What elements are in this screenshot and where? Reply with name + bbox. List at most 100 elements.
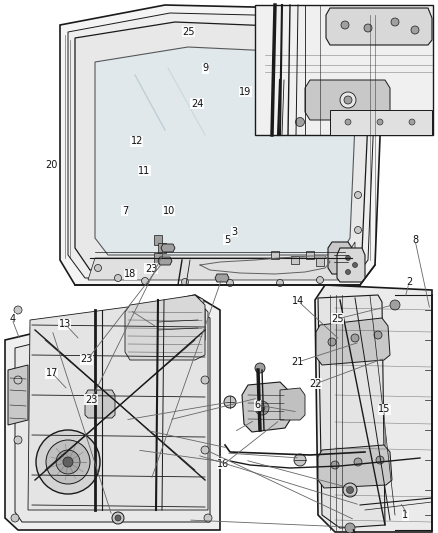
- Text: 7: 7: [122, 206, 128, 215]
- Polygon shape: [148, 302, 205, 345]
- Circle shape: [255, 363, 265, 373]
- Polygon shape: [125, 295, 205, 360]
- Bar: [306, 251, 314, 259]
- Polygon shape: [75, 22, 372, 270]
- Circle shape: [201, 446, 209, 454]
- Circle shape: [46, 440, 90, 484]
- Polygon shape: [215, 274, 229, 282]
- Circle shape: [226, 279, 233, 287]
- Circle shape: [391, 18, 399, 26]
- Bar: [271, 251, 279, 259]
- Text: 6: 6: [254, 400, 261, 410]
- Circle shape: [354, 227, 361, 233]
- Polygon shape: [158, 257, 172, 265]
- Text: 15: 15: [378, 405, 391, 414]
- Circle shape: [11, 514, 19, 522]
- Polygon shape: [95, 47, 358, 255]
- Text: 8: 8: [412, 235, 418, 245]
- Text: 14: 14: [292, 296, 304, 306]
- Circle shape: [354, 191, 361, 198]
- Text: 3: 3: [231, 227, 237, 237]
- Circle shape: [170, 320, 180, 330]
- Bar: [291, 256, 299, 264]
- Polygon shape: [161, 244, 175, 252]
- Text: 2: 2: [406, 278, 413, 287]
- Polygon shape: [60, 5, 385, 285]
- Circle shape: [352, 254, 358, 262]
- Polygon shape: [337, 248, 365, 282]
- Text: 18: 18: [124, 270, 137, 279]
- Circle shape: [354, 458, 362, 466]
- Text: 22: 22: [309, 379, 321, 389]
- Circle shape: [141, 278, 148, 285]
- Text: 25: 25: [331, 314, 343, 324]
- Bar: [316, 258, 324, 266]
- Circle shape: [36, 430, 100, 494]
- Text: 21: 21: [292, 358, 304, 367]
- Circle shape: [343, 483, 357, 497]
- Bar: [154, 235, 162, 245]
- Circle shape: [344, 96, 352, 104]
- Circle shape: [364, 24, 372, 32]
- Text: 16: 16: [217, 459, 230, 469]
- Text: 11: 11: [138, 166, 151, 175]
- Circle shape: [328, 338, 336, 346]
- Polygon shape: [315, 285, 432, 532]
- Circle shape: [14, 306, 22, 314]
- Circle shape: [204, 514, 212, 522]
- Polygon shape: [8, 365, 28, 425]
- Circle shape: [115, 515, 121, 521]
- Polygon shape: [330, 110, 432, 135]
- Polygon shape: [316, 318, 390, 365]
- Circle shape: [345, 523, 355, 533]
- Circle shape: [377, 119, 383, 125]
- Polygon shape: [68, 13, 378, 278]
- Circle shape: [224, 396, 236, 408]
- Circle shape: [259, 405, 265, 411]
- Circle shape: [411, 26, 419, 34]
- Polygon shape: [28, 298, 208, 510]
- Text: 4: 4: [9, 314, 15, 324]
- Circle shape: [409, 119, 415, 125]
- Circle shape: [114, 274, 121, 281]
- Circle shape: [346, 270, 350, 274]
- Polygon shape: [328, 242, 352, 274]
- Circle shape: [345, 119, 351, 125]
- Text: 24: 24: [191, 99, 203, 109]
- Circle shape: [56, 450, 80, 474]
- Circle shape: [341, 21, 349, 29]
- Circle shape: [346, 255, 350, 261]
- Text: 17: 17: [46, 368, 58, 378]
- Circle shape: [14, 436, 22, 444]
- Circle shape: [95, 264, 102, 271]
- Text: 13: 13: [59, 319, 71, 329]
- Polygon shape: [5, 295, 220, 530]
- Circle shape: [181, 279, 188, 286]
- Circle shape: [276, 279, 283, 287]
- Circle shape: [353, 262, 357, 268]
- Text: 25: 25: [182, 27, 194, 37]
- Circle shape: [374, 331, 382, 339]
- Circle shape: [317, 277, 324, 284]
- Circle shape: [390, 300, 400, 310]
- Circle shape: [296, 117, 304, 126]
- Bar: [255, 5, 433, 135]
- Polygon shape: [326, 8, 432, 45]
- Circle shape: [201, 376, 209, 384]
- Circle shape: [331, 461, 339, 469]
- Text: 5: 5: [224, 235, 230, 245]
- Polygon shape: [15, 305, 210, 522]
- Circle shape: [345, 271, 352, 279]
- Polygon shape: [305, 80, 390, 120]
- Circle shape: [346, 487, 353, 494]
- Circle shape: [255, 401, 269, 415]
- Polygon shape: [242, 382, 290, 432]
- Circle shape: [294, 454, 306, 466]
- Circle shape: [112, 512, 124, 524]
- Circle shape: [14, 376, 22, 384]
- Polygon shape: [88, 242, 355, 280]
- Text: 23: 23: [145, 264, 157, 273]
- Polygon shape: [85, 390, 115, 418]
- Text: 10: 10: [162, 206, 175, 215]
- Text: 20: 20: [46, 160, 58, 170]
